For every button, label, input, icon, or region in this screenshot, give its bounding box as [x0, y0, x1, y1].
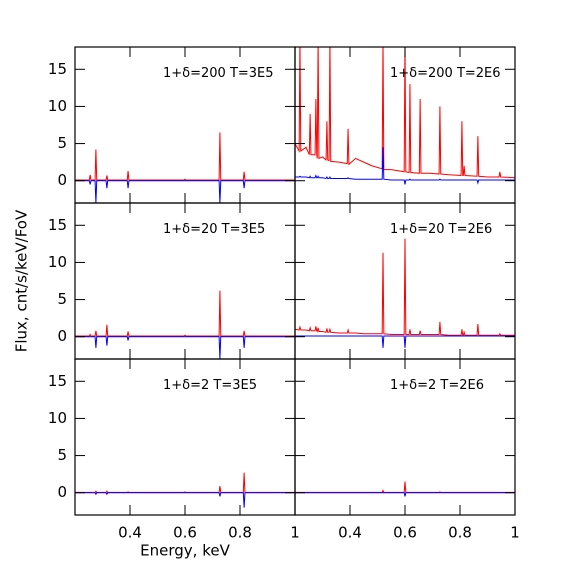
y-tick-label: 15	[48, 60, 67, 78]
panel-label: 1+δ=2 T=3E5	[163, 378, 257, 393]
x-tick-label: 0.6	[393, 524, 417, 542]
y-tick-label: 5	[57, 290, 67, 308]
spectrum-line	[295, 238, 515, 336]
x-tick-label: 0.4	[118, 524, 142, 542]
spectrum-line	[75, 492, 295, 508]
spectrum-line	[75, 472, 295, 493]
panel-label: 1+δ=20 T=2E6	[390, 222, 492, 237]
spectrum-line	[295, 335, 515, 348]
y-tick-label: 5	[57, 446, 67, 464]
spectrum-line	[75, 180, 295, 203]
x-tick-label: 1	[510, 524, 520, 542]
y-tick-label: 5	[57, 134, 67, 152]
spectrum-line	[75, 336, 295, 359]
y-tick-label: 10	[48, 253, 67, 271]
y-tick-label: 0	[57, 171, 67, 189]
x-tick-label: 0.8	[228, 524, 252, 542]
spectrum-line	[75, 132, 295, 181]
spectrum-line	[295, 481, 515, 493]
y-tick-label: 0	[57, 327, 67, 345]
panel-label: 1+δ=200 T=2E6	[390, 66, 501, 81]
spectrum-line	[295, 47, 515, 179]
panel-label: 1+δ=200 T=3E5	[163, 66, 274, 81]
panel-label: 1+δ=2 T=2E6	[390, 378, 484, 393]
y-tick-label: 15	[48, 216, 67, 234]
y-tick-label: 15	[48, 372, 67, 390]
panel-label: 1+δ=20 T=3E5	[163, 222, 265, 237]
y-tick-label: 10	[48, 409, 67, 427]
spectrum-line	[295, 492, 515, 497]
y-axis-label: Flux, cnt/s/keV/FoV	[13, 209, 31, 352]
y-tick-label: 10	[48, 97, 67, 115]
y-tick-label: 0	[57, 483, 67, 501]
spectrum-line	[75, 290, 295, 337]
x-tick-label: 0.8	[448, 524, 472, 542]
spectrum-line	[295, 147, 515, 185]
x-axis-label: Energy, keV	[140, 542, 230, 560]
x-tick-label: 0.4	[338, 524, 362, 542]
x-tick-label: 1	[290, 524, 300, 542]
x-tick-label: 0.6	[173, 524, 197, 542]
